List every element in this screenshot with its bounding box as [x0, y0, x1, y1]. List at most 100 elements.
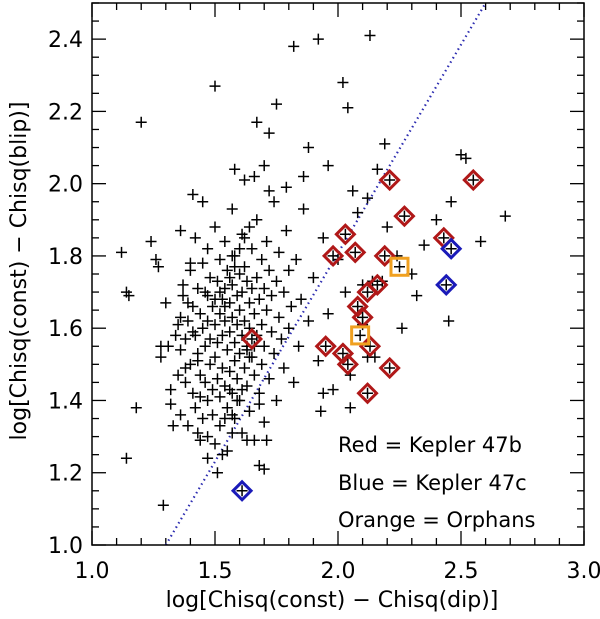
point-all-candidates: [214, 391, 226, 403]
point-all-candidates: [278, 362, 290, 374]
point-all-candidates: [207, 301, 219, 313]
point-all-candidates: [199, 376, 211, 388]
point-all-candidates: [152, 261, 164, 273]
y-tick-label: 1.2: [48, 462, 83, 487]
point-all-candidates: [344, 402, 356, 414]
point-all-candidates: [219, 301, 231, 313]
point-all-candidates: [226, 203, 238, 215]
point-all-candidates: [258, 463, 270, 475]
point-all-candidates: [239, 174, 251, 186]
point-all-candidates: [268, 347, 280, 359]
point-all-candidates: [179, 376, 191, 388]
point-all-candidates: [241, 434, 253, 446]
point-all-candidates: [135, 116, 147, 128]
point-all-candidates: [243, 405, 255, 417]
point-all-candidates: [229, 261, 241, 273]
x-tick-label: 2.5: [444, 559, 479, 584]
point-kepler-47b: [432, 226, 455, 249]
point-all-candidates: [214, 420, 226, 432]
point-all-candidates: [273, 246, 285, 258]
point-all-candidates: [283, 322, 295, 334]
y-tick-label: 2.4: [48, 28, 83, 53]
point-all-candidates: [234, 243, 246, 255]
point-all-candidates: [202, 243, 214, 255]
point-all-candidates: [116, 246, 128, 258]
point-all-candidates: [312, 33, 324, 45]
point-all-candidates: [202, 452, 214, 464]
point-all-candidates: [197, 322, 209, 334]
point-all-candidates: [229, 337, 241, 349]
point-all-candidates: [194, 308, 206, 320]
point-all-candidates: [187, 326, 199, 338]
point-all-candidates: [204, 272, 216, 284]
point-all-candidates: [182, 297, 194, 309]
point-all-candidates: [194, 391, 206, 403]
point-kepler-47b: [334, 223, 357, 246]
point-all-candidates: [337, 76, 349, 88]
point-all-candidates: [347, 185, 359, 197]
point-all-candidates: [197, 413, 209, 425]
point-all-candidates: [216, 449, 228, 461]
point-all-candidates: [207, 384, 219, 396]
point-all-candidates: [130, 402, 142, 414]
point-all-candidates: [224, 366, 236, 378]
point-all-candidates: [204, 333, 216, 345]
point-all-candidates: [120, 452, 132, 464]
point-all-candidates: [455, 149, 467, 161]
point-all-candidates: [194, 369, 206, 381]
point-all-candidates: [236, 286, 248, 298]
y-tick-label: 2.2: [48, 100, 83, 125]
legend-red: Red = Kepler 47b: [338, 433, 522, 457]
point-all-candidates: [202, 290, 214, 302]
point-all-candidates: [224, 384, 236, 396]
y-tick-label: 1.0: [48, 534, 83, 559]
point-all-candidates: [211, 275, 223, 287]
point-all-candidates: [246, 243, 258, 255]
point-all-candidates: [411, 290, 423, 302]
point-kepler-47b: [462, 168, 485, 192]
point-kepler-47b: [378, 356, 401, 380]
point-all-candidates: [271, 275, 282, 287]
point-all-candidates: [258, 282, 270, 294]
point-all-candidates: [197, 196, 209, 208]
point-all-candidates: [371, 163, 383, 175]
point-all-candidates: [263, 127, 275, 139]
point-all-candidates: [288, 40, 300, 52]
point-kepler-47c: [230, 479, 254, 502]
x-tick-label: 2.0: [321, 559, 356, 584]
y-tick-label: 1.8: [48, 245, 83, 270]
point-all-candidates: [211, 337, 223, 349]
point-all-candidates: [285, 301, 297, 313]
point-all-candidates: [236, 384, 248, 396]
point-all-candidates: [243, 221, 255, 233]
point-all-candidates: [224, 326, 236, 338]
point-all-candidates: [317, 232, 329, 244]
point-all-candidates: [211, 373, 223, 385]
point-all-candidates: [202, 431, 214, 443]
point-kepler-47c: [440, 237, 463, 260]
point-kepler-47b: [314, 335, 337, 358]
point-all-candidates: [256, 358, 268, 370]
point-all-candidates: [226, 427, 238, 439]
point-all-candidates: [273, 311, 285, 323]
point-all-candidates: [234, 304, 246, 316]
point-all-candidates: [172, 319, 184, 331]
point-all-candidates: [177, 279, 189, 291]
point-all-candidates: [231, 394, 243, 406]
point-all-candidates: [258, 416, 270, 428]
point-all-candidates: [214, 254, 226, 266]
point-all-candidates: [157, 499, 169, 511]
point-all-candidates: [261, 434, 273, 446]
point-all-candidates: [214, 286, 226, 298]
point-all-candidates: [172, 369, 184, 381]
point-all-candidates: [209, 80, 221, 92]
point-all-candidates: [248, 369, 260, 381]
point-all-candidates: [239, 232, 251, 244]
point-kepler-47b: [240, 327, 264, 351]
point-all-candidates: [234, 347, 246, 359]
point-all-candidates: [248, 308, 260, 320]
point-all-candidates: [167, 420, 179, 432]
point-all-candidates: [317, 387, 329, 399]
x-axis-title: log[Chisq(const) − Chisq(dip)]: [166, 588, 499, 613]
